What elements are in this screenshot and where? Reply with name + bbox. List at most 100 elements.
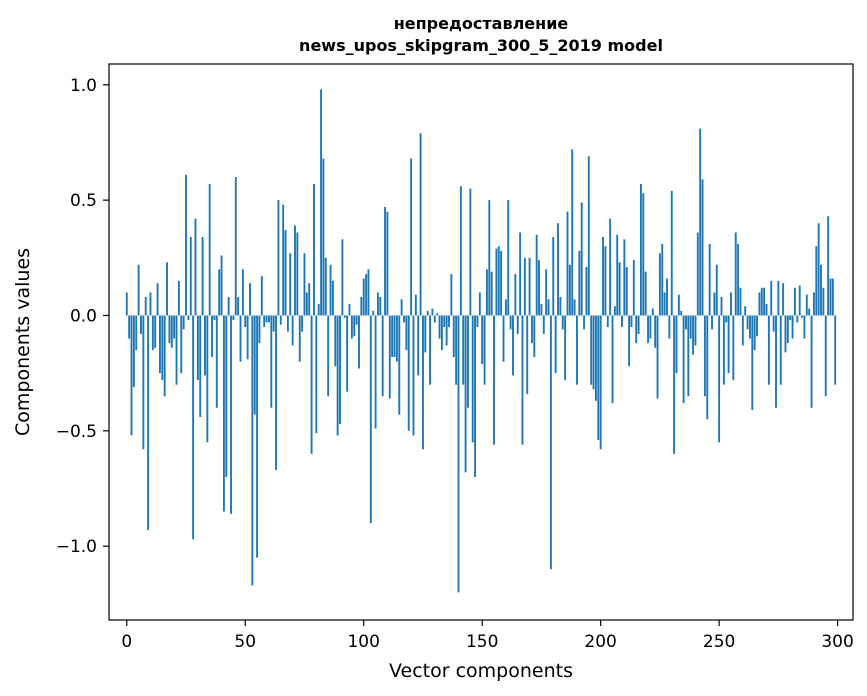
bar-180 [552, 237, 555, 316]
y-tick-label: −1.0 [56, 537, 97, 557]
bar-177 [545, 269, 548, 316]
bars-group [125, 89, 837, 593]
bar-70 [291, 315, 294, 346]
bar-269 [763, 287, 766, 316]
bar-48 [239, 315, 242, 362]
bar-122 [414, 294, 417, 316]
bar-32 [201, 237, 204, 316]
bar-233 [677, 294, 680, 316]
bar-214 [632, 260, 635, 316]
bar-78 [310, 315, 313, 454]
bar-144 [467, 315, 469, 408]
bar-138 [452, 315, 455, 357]
y-tick-label: 0.0 [70, 306, 97, 326]
x-axis-ticks: 0 50 100 150 200 250 300 [121, 620, 854, 652]
bar-246 [708, 243, 711, 316]
bar-189 [573, 299, 576, 316]
bar-109 [384, 207, 386, 316]
bar-245 [706, 315, 709, 420]
bar-244 [703, 315, 706, 397]
bar-87 [331, 280, 334, 316]
bar-80 [315, 315, 318, 434]
bar-282 [794, 287, 796, 316]
bar-56 [258, 315, 261, 344]
bar-158 [500, 250, 503, 316]
x-tick-label: 50 [234, 632, 256, 652]
bar-66 [282, 204, 285, 316]
y-tick-label: −0.5 [56, 422, 97, 442]
bar-57 [260, 276, 263, 316]
bar-290 [812, 292, 815, 316]
bar-163 [512, 315, 514, 376]
bar-41 [222, 315, 225, 512]
bar-121 [412, 315, 415, 436]
bar-222 [651, 308, 654, 316]
bar-31 [199, 315, 202, 417]
bar-7 [142, 315, 145, 450]
bar-209 [621, 315, 623, 328]
bar-81 [317, 303, 320, 316]
bar-251 [720, 297, 723, 316]
bar-95 [350, 315, 353, 339]
bar-127 [426, 310, 429, 316]
bar-82 [320, 89, 323, 316]
bar-169 [526, 315, 529, 394]
bar-126 [424, 315, 427, 353]
bar-16 [163, 315, 166, 397]
bar-77 [308, 283, 311, 316]
bar-273 [772, 315, 775, 332]
bar-85 [327, 315, 330, 397]
bar-262 [746, 315, 749, 330]
bar-207 [616, 234, 619, 316]
bar-152 [485, 269, 488, 316]
bar-100 [362, 278, 365, 316]
bar-193 [583, 315, 586, 330]
bar-21 [175, 315, 178, 385]
bar-135 [445, 315, 448, 346]
bar-235 [682, 315, 685, 404]
bar-247 [711, 315, 713, 330]
bar-142 [462, 315, 465, 385]
bar-5 [137, 264, 140, 316]
bar-37 [213, 315, 216, 321]
bar-279 [786, 315, 789, 344]
bar-94 [348, 303, 351, 316]
bar-98 [358, 315, 360, 369]
bar-225 [658, 253, 661, 316]
bar-268 [760, 287, 763, 316]
bar-143 [464, 315, 467, 473]
bar-137 [450, 273, 453, 316]
bar-278 [784, 315, 787, 353]
bar-106 [376, 292, 379, 316]
bar-93 [346, 315, 349, 392]
bar-277 [782, 283, 785, 316]
bar-299 [834, 315, 837, 385]
bar-194 [585, 267, 588, 316]
bar-284 [798, 285, 801, 316]
bar-232 [675, 315, 678, 374]
bar-236 [685, 315, 687, 330]
bar-18 [168, 315, 171, 344]
bar-47 [237, 297, 240, 316]
bar-156 [495, 248, 498, 316]
bar-165 [516, 315, 519, 334]
bar-170 [528, 257, 531, 316]
bar-155 [493, 315, 495, 445]
bar-58 [263, 315, 266, 328]
bar-72 [296, 232, 299, 316]
bar-218 [642, 193, 645, 316]
bar-65 [279, 315, 282, 325]
bar-124 [419, 133, 422, 316]
bar-220 [647, 315, 649, 344]
bar-250 [718, 315, 721, 443]
bar-131 [436, 313, 439, 316]
bar-179 [549, 315, 552, 570]
x-tick-label: 0 [121, 632, 132, 652]
bar-248 [713, 292, 716, 316]
bar-38 [215, 315, 218, 408]
chart-title-line-1: непредоставление [394, 14, 569, 33]
bar-111 [388, 315, 391, 399]
bar-208 [618, 262, 621, 316]
bar-22 [177, 280, 180, 316]
bar-148 [476, 315, 479, 328]
